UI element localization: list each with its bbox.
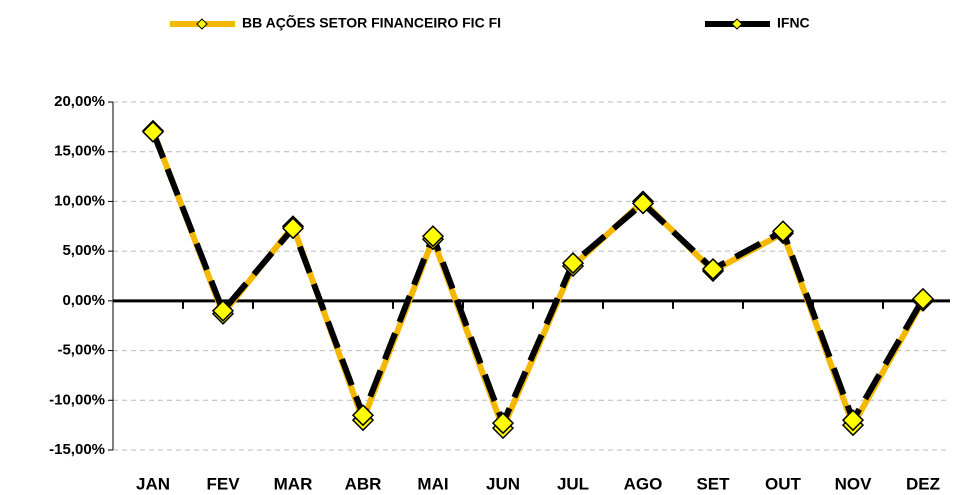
point-marker xyxy=(491,412,515,435)
y-tick-label: -5,00% xyxy=(57,342,105,359)
point-marker xyxy=(631,192,655,215)
x-tick-label: AGO xyxy=(624,474,663,493)
y-tick-label: 15,00% xyxy=(54,143,105,160)
legend-marker xyxy=(196,18,208,30)
y-tick-label: -15,00% xyxy=(49,441,105,458)
y-tick-label: -10,00% xyxy=(49,391,105,408)
x-tick-label: ABR xyxy=(345,474,382,493)
y-tick-label: 0,00% xyxy=(62,292,105,309)
x-tick-label: JUN xyxy=(486,474,520,493)
y-tick-label: 5,00% xyxy=(62,242,105,259)
point-marker xyxy=(281,217,305,240)
series-line xyxy=(150,130,926,427)
x-tick-label: FEV xyxy=(206,474,240,493)
x-tick-label: DEZ xyxy=(906,474,940,493)
point-marker xyxy=(561,252,585,275)
y-tick-label: 10,00% xyxy=(54,192,105,209)
x-tick-label: JAN xyxy=(136,474,170,493)
point-marker xyxy=(911,287,935,310)
point-marker xyxy=(841,409,865,432)
point-marker xyxy=(211,299,235,322)
point-marker xyxy=(141,120,165,143)
legend-label: IFNC xyxy=(777,15,810,31)
x-tick-label: JUL xyxy=(557,474,589,493)
point-marker xyxy=(421,225,445,248)
point-marker xyxy=(701,257,725,281)
series-line xyxy=(150,129,926,432)
x-tick-label: NOV xyxy=(835,474,873,493)
legend-label: BB AÇÕES SETOR FINANCEIRO FIC FI xyxy=(242,14,501,31)
x-tick-label: MAR xyxy=(274,474,313,493)
x-tick-label: SET xyxy=(696,474,730,493)
y-tick-label: 20,00% xyxy=(54,93,105,110)
legend-marker xyxy=(731,18,743,30)
x-tick-label: MAI xyxy=(417,474,448,493)
x-tick-label: OUT xyxy=(765,474,802,493)
point-marker xyxy=(351,404,375,427)
point-marker xyxy=(771,220,795,243)
